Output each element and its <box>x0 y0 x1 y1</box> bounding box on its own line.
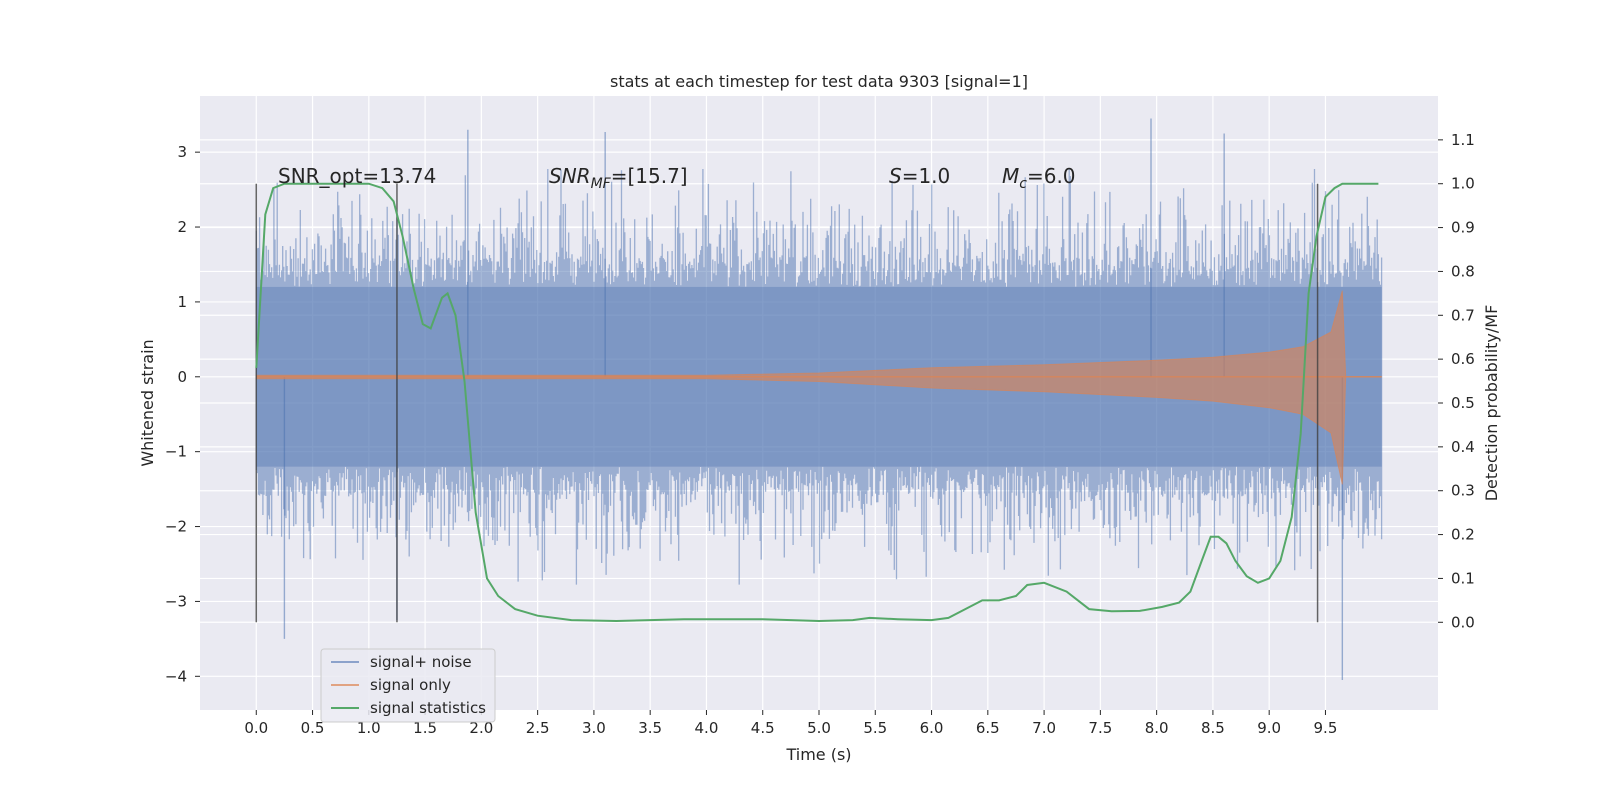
annotation-mc-value: =6.0 <box>1027 164 1076 188</box>
y-right-tick-label: 0.9 <box>1451 219 1475 237</box>
legend-label-signal-noise: signal+ noise <box>370 653 472 671</box>
x-tick-label: 3.0 <box>582 719 606 737</box>
y-right-tick-label: 0.8 <box>1451 262 1475 280</box>
legend-label-signal-statistics: signal statistics <box>370 699 486 717</box>
x-tick-label: 9.5 <box>1314 719 1338 737</box>
series-signal-only <box>255 290 1382 485</box>
y-left-tick-label: 1 <box>177 293 187 311</box>
annotation-mc-sub: c <box>1019 176 1027 192</box>
x-axis-label: Time (s) <box>785 745 851 764</box>
y-right-tick-label: 0.0 <box>1451 613 1475 631</box>
x-tick-label: 7.5 <box>1088 719 1112 737</box>
y-right-tick-label: 0.6 <box>1451 350 1475 368</box>
y-right-tick-label: 0.7 <box>1451 306 1475 324</box>
x-tick-label: 5.5 <box>863 719 887 737</box>
x-tick-label: 9.0 <box>1257 719 1281 737</box>
chart-title: stats at each timestep for test data 930… <box>610 72 1028 91</box>
y-right-tick-label: 0.1 <box>1451 569 1475 587</box>
legend: signal+ noise signal only signal statist… <box>320 648 496 723</box>
annotation-snr-mf-value: =[15.7] <box>611 164 688 188</box>
legend-box <box>320 648 496 723</box>
vertical-markers <box>255 183 1319 623</box>
y-axis-label-left: Whitened strain <box>138 339 157 466</box>
axis-ticks: 0.0 0.5 1.0 1.5 2.0 2.5 3.0 3.5 4.0 4.5 5.0 5.5 6.0 6… <box>165 131 1475 737</box>
y-right-tick-label: 0.3 <box>1451 482 1475 500</box>
x-tick-label: 1.5 <box>413 719 437 737</box>
x-tick-label: 5.0 <box>807 719 831 737</box>
y-left-tick-label: −2 <box>165 518 187 536</box>
annotation-snr-mf-main: SNR <box>549 164 591 188</box>
x-tick-label: 6.0 <box>920 719 944 737</box>
x-tick-label: 7.0 <box>1032 719 1056 737</box>
y-axis-label-right: Detection probability/MF <box>1482 305 1501 502</box>
x-tick-label: 4.5 <box>751 719 775 737</box>
x-tick-label: 0.5 <box>301 719 325 737</box>
x-tick-label: 1.0 <box>357 719 381 737</box>
x-tick-label: 6.5 <box>976 719 1000 737</box>
y-left-tick-label: 2 <box>177 218 187 236</box>
signal-statistics-line <box>255 182 1379 623</box>
annotation-s-var: S <box>889 164 902 188</box>
y-left-tick-label: 0 <box>177 368 187 386</box>
annotation-s-value: =1.0 <box>902 164 951 188</box>
annotation-snr-mf-sub: MF <box>591 176 612 192</box>
x-tick-label: 8.5 <box>1201 719 1225 737</box>
annotation-snr-opt: SNR_opt=13.74 <box>278 164 436 188</box>
x-tick-label: 2.5 <box>526 719 550 737</box>
x-tick-label: 0.0 <box>244 719 268 737</box>
x-tick-label: 4.0 <box>695 719 719 737</box>
y-left-tick-label: −3 <box>165 592 187 610</box>
y-left-tick-label: 3 <box>177 143 187 161</box>
y-left-tick-label: −4 <box>165 667 187 685</box>
annotation-mc-var: M <box>1002 164 1019 188</box>
series-signal-statistics <box>255 182 1379 623</box>
annotation-s: S=1.0 <box>889 164 950 188</box>
x-tick-label: 8.0 <box>1145 719 1169 737</box>
legend-label-signal-only: signal only <box>370 676 451 694</box>
y-left-tick-label: −1 <box>165 443 187 461</box>
y-right-tick-label: 0.5 <box>1451 394 1475 412</box>
annotation-mc: Mc=6.0 <box>1002 164 1076 192</box>
y-right-tick-label: 1.0 <box>1451 175 1475 193</box>
x-tick-label: 3.5 <box>638 719 662 737</box>
annotation-snr-mf: SNRMF=[15.7] <box>549 164 688 192</box>
x-tick-label: 2.0 <box>469 719 493 737</box>
y-right-tick-label: 1.1 <box>1451 131 1475 149</box>
y-right-tick-label: 0.4 <box>1451 438 1475 456</box>
y-right-tick-label: 0.2 <box>1451 526 1475 544</box>
